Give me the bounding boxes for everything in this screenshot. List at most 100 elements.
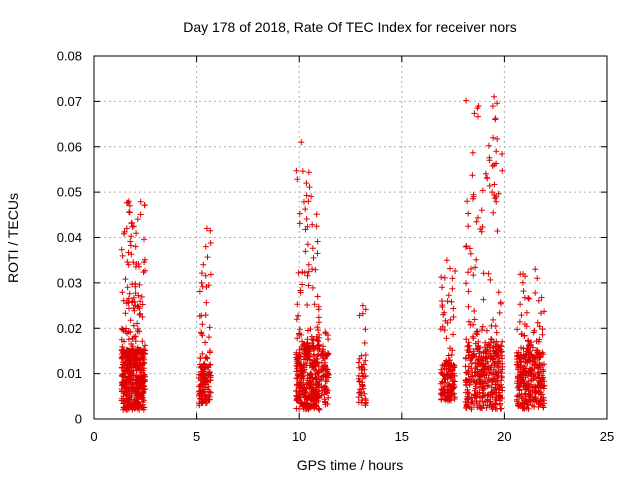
data-point — [532, 384, 539, 391]
data-point — [494, 100, 501, 107]
data-point — [466, 390, 473, 397]
data-point — [475, 113, 481, 120]
data-point — [483, 174, 490, 181]
data-point — [518, 312, 525, 319]
data-point — [312, 266, 319, 273]
data-point — [527, 367, 534, 374]
x-tick-label: 5 — [193, 429, 200, 444]
data-point — [315, 363, 322, 370]
data-point — [301, 198, 307, 205]
data-point — [298, 331, 305, 338]
data-point — [520, 354, 527, 361]
data-point — [309, 221, 316, 228]
data-point — [476, 389, 483, 396]
data-point — [446, 397, 453, 404]
data-point — [310, 254, 317, 261]
data-point — [496, 309, 503, 316]
data-point — [493, 148, 500, 155]
data-point — [449, 366, 456, 373]
data-point — [356, 386, 363, 393]
data-point — [318, 365, 325, 371]
data-point — [474, 105, 481, 112]
data-point — [305, 268, 312, 275]
data-point — [528, 366, 535, 373]
data-point — [309, 359, 316, 366]
data-point — [314, 356, 321, 362]
data-point — [132, 390, 139, 397]
data-point — [139, 389, 146, 396]
data-point — [207, 227, 214, 234]
data-point — [519, 279, 526, 286]
data-point — [199, 321, 206, 328]
data-point — [132, 263, 139, 270]
data-point — [490, 209, 497, 216]
data-point — [538, 310, 544, 317]
data-point — [532, 352, 539, 359]
data-point — [120, 354, 127, 361]
data-point — [304, 223, 311, 230]
data-point — [463, 243, 470, 250]
data-point — [311, 351, 318, 358]
data-point — [476, 404, 483, 411]
data-point — [356, 364, 363, 371]
data-point — [128, 358, 135, 365]
data-point — [499, 387, 506, 394]
data-point — [137, 310, 144, 317]
data-point — [206, 324, 213, 331]
data-point — [521, 380, 528, 387]
data-point — [129, 298, 136, 305]
data-point — [480, 360, 487, 367]
data-point — [132, 377, 139, 384]
data-point — [133, 230, 140, 237]
data-point — [125, 198, 132, 205]
data-point — [139, 301, 146, 308]
data-point — [497, 405, 504, 412]
data-point — [127, 238, 134, 245]
data-point — [541, 308, 548, 315]
x-tick-label: 0 — [90, 429, 97, 444]
data-point — [533, 375, 539, 382]
data-point — [128, 233, 135, 240]
data-point — [362, 373, 369, 379]
data-point — [449, 285, 456, 292]
data-point — [314, 337, 321, 344]
data-point — [468, 399, 475, 406]
data-point — [482, 347, 489, 353]
data-point — [521, 294, 528, 301]
data-point — [469, 369, 476, 376]
data-point — [478, 228, 485, 235]
data-point — [489, 345, 496, 351]
data-point — [480, 296, 487, 303]
data-point — [319, 351, 326, 358]
data-point — [298, 391, 305, 398]
data-point — [448, 298, 455, 305]
data-point — [462, 377, 469, 384]
data-point — [463, 355, 469, 362]
data-point — [136, 328, 143, 335]
data-point — [197, 395, 203, 402]
data-point — [305, 261, 312, 268]
data-point — [302, 248, 309, 255]
data-point — [532, 289, 539, 296]
data-point — [306, 184, 313, 191]
data-point — [487, 393, 494, 399]
data-point — [309, 266, 316, 273]
data-point — [127, 329, 134, 336]
data-point — [314, 324, 321, 331]
data-point — [299, 168, 306, 175]
data-point — [469, 354, 476, 361]
data-point — [518, 330, 525, 337]
data-point — [202, 363, 209, 370]
data-point — [206, 334, 212, 341]
data-point — [200, 261, 207, 268]
data-point — [140, 383, 147, 390]
data-point — [312, 402, 319, 409]
data-point — [440, 311, 447, 318]
data-point — [465, 349, 472, 356]
data-point — [516, 318, 523, 325]
data-point — [470, 272, 477, 279]
data-point — [474, 371, 481, 378]
data-point — [438, 396, 445, 402]
data-point — [325, 336, 332, 343]
data-point — [296, 353, 303, 360]
